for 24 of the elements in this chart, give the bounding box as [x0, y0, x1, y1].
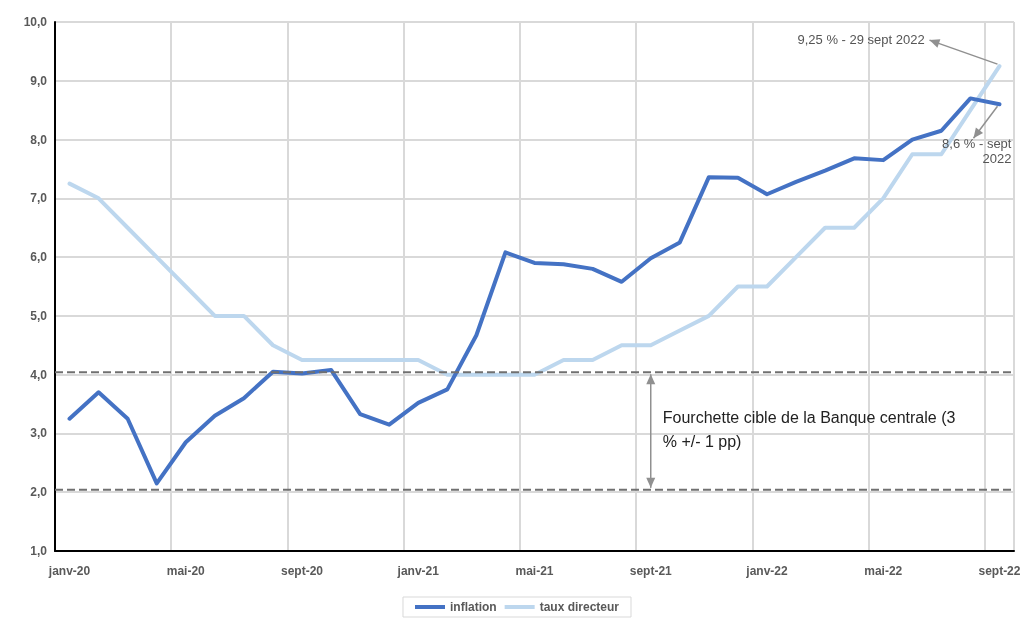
annotation: Fourchette cible de la Banque centrale (3 % +/- 1 pp) — [662, 408, 957, 453]
x-tick-label: mai-21 — [515, 564, 554, 578]
y-tick-label: 5,0 — [30, 308, 48, 323]
annotation: 8,6 % - sept 2022 — [941, 136, 1012, 167]
x-tick-label: janv-20 — [47, 564, 91, 578]
y-tick-label: 6,0 — [30, 250, 48, 265]
y-tick-label: 9,0 — [30, 73, 48, 88]
annotation: 9,25 % - 29 sept 2022 — [797, 32, 925, 48]
y-tick-label: 3,0 — [30, 426, 48, 441]
y-tick-label: 8,0 — [30, 132, 48, 147]
x-tick-label: mai-22 — [864, 564, 903, 578]
legend-label: inflation — [449, 600, 497, 614]
y-tick-label: 10,0 — [23, 15, 48, 29]
y-tick-label: 7,0 — [30, 191, 48, 206]
legend-label: taux directeur — [539, 600, 620, 614]
x-tick-label: sept-21 — [629, 564, 673, 578]
x-tick-label: mai-20 — [166, 564, 206, 578]
x-tick-label: sept-20 — [281, 564, 324, 578]
x-tick-label: janv-21 — [396, 564, 440, 578]
y-tick-label: 4,0 — [30, 367, 48, 382]
x-tick-label: janv-22 — [745, 564, 788, 578]
y-tick-label: 1,0 — [30, 544, 48, 558]
x-tick-label: sept-22 — [978, 564, 1021, 578]
y-tick-label: 2,0 — [30, 485, 48, 500]
